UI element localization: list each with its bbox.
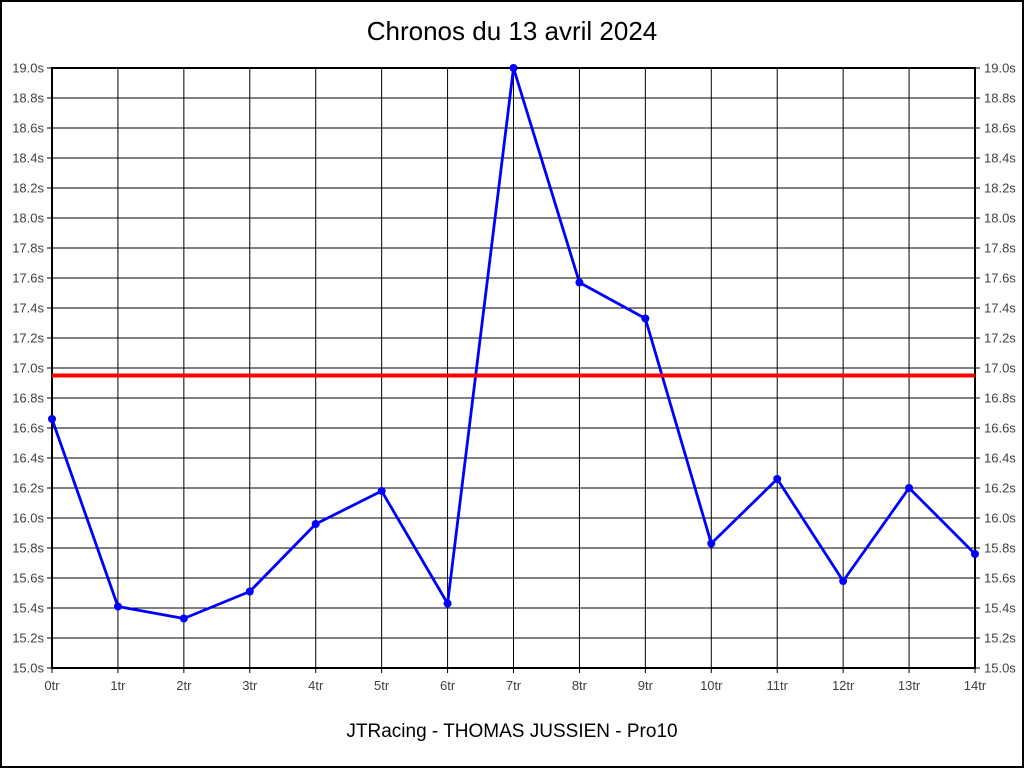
y-tick-label-left: 17.0s (12, 361, 44, 376)
x-tick-label: 5tr (374, 678, 390, 693)
data-point (179, 614, 188, 623)
y-tick-label-left: 17.8s (12, 241, 44, 256)
y-tick-label-left: 17.6s (12, 271, 44, 286)
y-tick-label-left: 15.2s (12, 631, 44, 646)
y-tick-label-left: 19.0s (12, 61, 44, 76)
y-tick-label-left: 16.6s (12, 421, 44, 436)
data-point (509, 64, 518, 72)
y-tick-label-left: 15.8s (12, 541, 44, 556)
y-tick-label-left: 18.2s (12, 181, 44, 196)
data-point (443, 599, 452, 608)
y-tick-label-right: 15.6s (984, 571, 1016, 586)
data-point (905, 484, 914, 492)
y-tick-label-left: 16.0s (12, 511, 44, 526)
x-tick-label: 10tr (700, 678, 723, 693)
x-tick-label: 2tr (176, 678, 192, 693)
data-point (311, 520, 320, 528)
y-tick-label-left: 18.6s (12, 121, 44, 136)
x-tick-label: 3tr (242, 678, 258, 693)
y-tick-label-right: 18.8s (984, 91, 1016, 106)
x-tick-label: 1tr (110, 678, 126, 693)
y-tick-label-right: 18.2s (984, 181, 1016, 196)
y-tick-label-left: 15.0s (12, 661, 44, 676)
y-tick-label-left: 15.4s (12, 601, 44, 616)
x-tick-label: 7tr (506, 678, 522, 693)
data-point (377, 487, 386, 495)
y-tick-label-left: 18.8s (12, 91, 44, 106)
y-tick-label-left: 16.4s (12, 451, 44, 466)
y-tick-label-left: 18.0s (12, 211, 44, 226)
chart-footer: JTRacing - THOMAS JUSSIEN - Pro10 (346, 721, 678, 742)
y-tick-label-right: 15.0s (984, 661, 1016, 676)
data-point (971, 550, 979, 558)
y-tick-label-right: 16.8s (984, 391, 1016, 406)
y-tick-label-right: 18.6s (984, 121, 1016, 136)
x-tick-label: 14tr (964, 678, 987, 693)
x-tick-label: 12tr (832, 678, 855, 693)
y-tick-label-left: 17.4s (12, 301, 44, 316)
y-tick-label-left: 16.8s (12, 391, 44, 406)
y-tick-label-right: 19.0s (984, 61, 1016, 76)
y-tick-label-left: 16.2s (12, 481, 44, 496)
x-tick-label: 0tr (44, 678, 60, 693)
y-tick-label-right: 16.4s (984, 451, 1016, 466)
y-tick-label-right: 18.0s (984, 211, 1016, 226)
x-tick-label: 6tr (440, 678, 456, 693)
y-tick-label-right: 15.4s (984, 601, 1016, 616)
chart-title: Chronos du 13 avril 2024 (366, 16, 658, 46)
y-tick-label-right: 18.4s (984, 151, 1016, 166)
data-point (641, 314, 650, 323)
data-point (113, 602, 122, 611)
data-point (839, 577, 848, 585)
data-point (48, 415, 56, 423)
y-tick-label-right: 15.8s (984, 541, 1016, 556)
y-tick-label-right: 15.2s (984, 631, 1016, 646)
data-point (773, 475, 782, 483)
y-tick-label-right: 16.6s (984, 421, 1016, 436)
y-tick-label-left: 18.4s (12, 151, 44, 166)
y-tick-label-right: 17.4s (984, 301, 1016, 316)
x-tick-label: 13tr (898, 678, 921, 693)
y-tick-label-left: 17.2s (12, 331, 44, 346)
y-tick-label-right: 16.2s (984, 481, 1016, 496)
x-tick-label: 8tr (572, 678, 588, 693)
y-tick-label-right: 16.0s (984, 511, 1016, 526)
x-tick-label: 4tr (308, 678, 324, 693)
data-point (575, 278, 584, 287)
data-point (707, 539, 716, 548)
y-tick-label-right: 17.0s (984, 361, 1016, 376)
data-point (245, 587, 254, 596)
y-tick-label-right: 17.8s (984, 241, 1016, 256)
x-tick-label: 11tr (766, 678, 788, 693)
y-tick-label-left: 15.6s (12, 571, 44, 586)
y-tick-label-right: 17.6s (984, 271, 1016, 286)
x-tick-label: 9tr (638, 678, 654, 693)
y-tick-label-right: 17.2s (984, 331, 1016, 346)
